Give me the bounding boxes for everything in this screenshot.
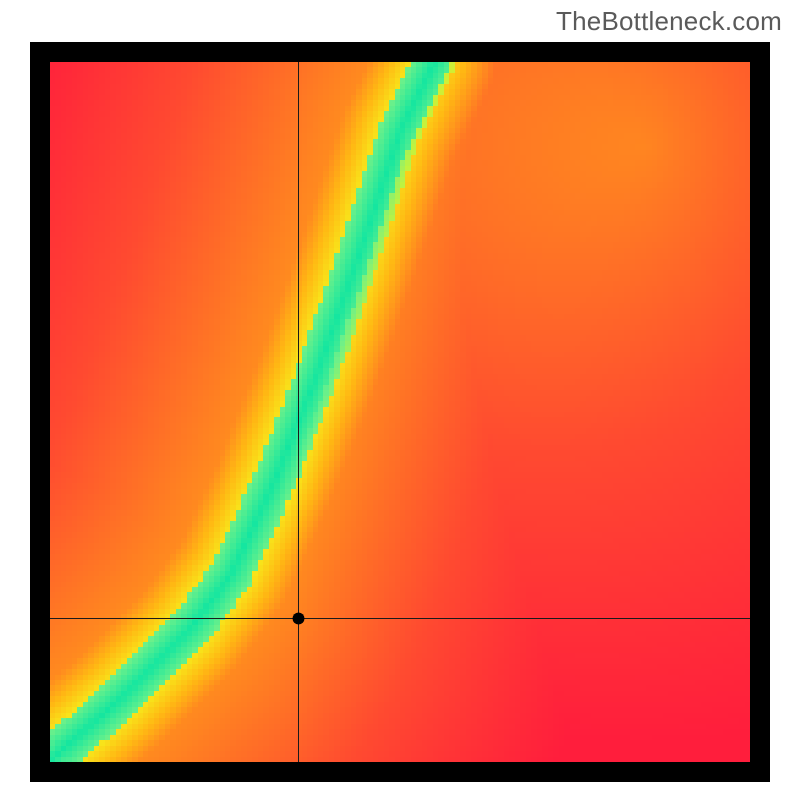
heatmap-canvas — [30, 42, 770, 782]
plot-frame — [30, 42, 770, 782]
chart-container: TheBottleneck.com — [0, 0, 800, 800]
watermark-text: TheBottleneck.com — [556, 6, 782, 37]
